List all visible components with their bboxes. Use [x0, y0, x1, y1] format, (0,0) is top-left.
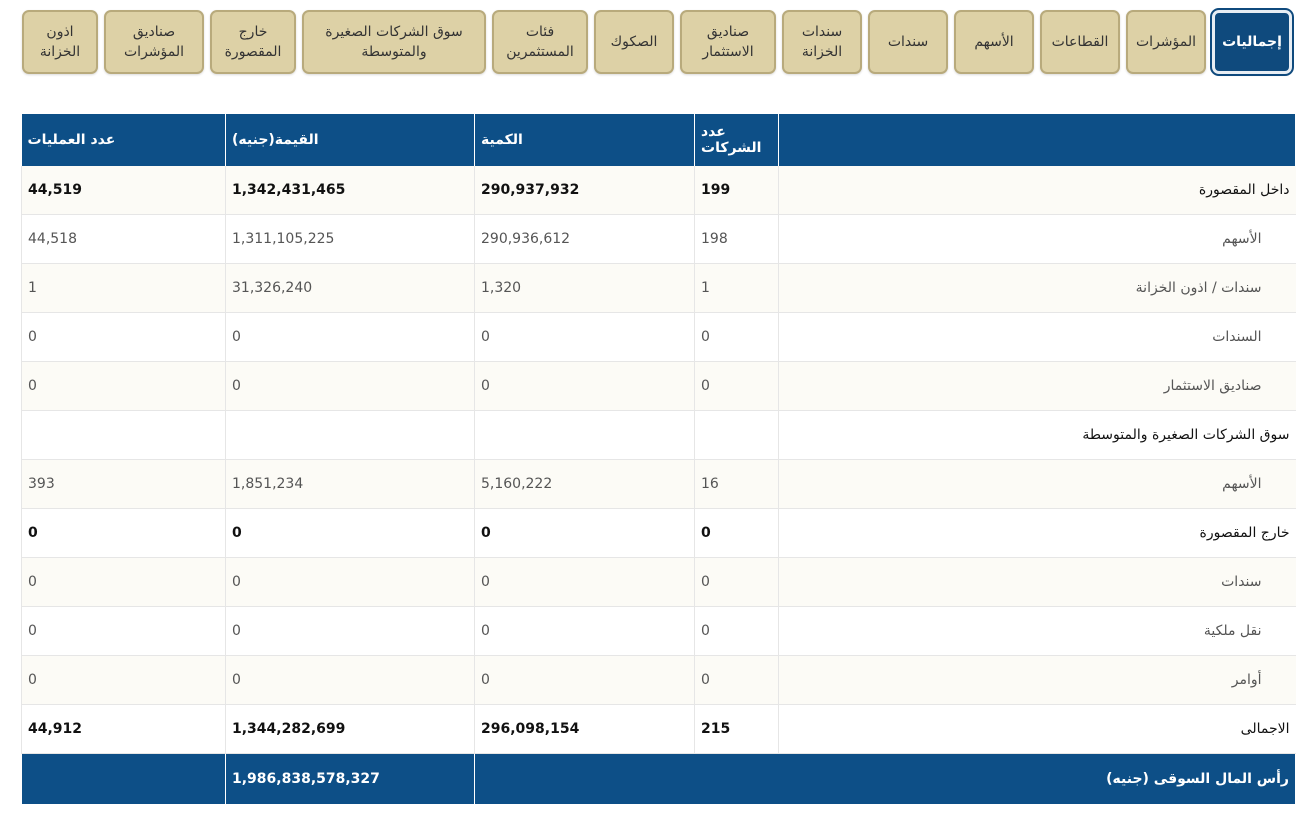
- table-row: الأسهم 198 290,936,612 1,311,105,225 44,…: [21, 214, 1296, 264]
- market-cap-empty: [21, 753, 226, 804]
- table-row: سندات 0 0 0 0: [21, 557, 1296, 607]
- row-name: الاجمالى: [778, 704, 1296, 754]
- row-companies: 16: [694, 459, 779, 509]
- row-trades: 0: [21, 606, 226, 656]
- row-value: 0: [225, 361, 475, 411]
- header-companies: عدد الشركات: [694, 114, 779, 166]
- row-trades: [21, 410, 226, 460]
- tab-sme-market[interactable]: سوق الشركات الصغيرة والمتوسطة: [302, 10, 486, 74]
- row-name: نقل ملكية: [778, 606, 1296, 656]
- table-row: داخل المقصورة 199 290,937,932 1,342,431,…: [21, 166, 1296, 215]
- row-trades: 393: [21, 459, 226, 509]
- row-companies: 198: [694, 214, 779, 264]
- row-value: 1,311,105,225: [225, 214, 475, 264]
- row-value: 31,326,240: [225, 263, 475, 313]
- tab-sukuk[interactable]: الصكوك: [594, 10, 674, 74]
- row-trades: 0: [21, 312, 226, 362]
- table-row: أوامر 0 0 0 0: [21, 655, 1296, 705]
- row-companies: [694, 410, 779, 460]
- tab-treasury-bonds[interactable]: سندات الخزانة: [782, 10, 862, 74]
- tab-stocks[interactable]: الأسهم: [954, 10, 1034, 74]
- totals-table: عدد الشركات الكمية القيمة(جنيه) عدد العم…: [21, 114, 1296, 804]
- row-name: أوامر: [778, 655, 1296, 705]
- row-companies: 1: [694, 263, 779, 313]
- row-trades: 0: [21, 557, 226, 607]
- row-value: 1,851,234: [225, 459, 475, 509]
- row-companies: 0: [694, 606, 779, 656]
- tab-bonds[interactable]: سندات: [868, 10, 948, 74]
- market-cap-label: رأس المال السوقى (جنيه): [474, 753, 1296, 804]
- row-trades: 0: [21, 361, 226, 411]
- row-quantity: 296,098,154: [474, 704, 695, 754]
- header-category: [778, 114, 1296, 166]
- tab-investment-funds[interactable]: صناديق الاستثمار: [680, 10, 776, 74]
- tab-indices[interactable]: المؤشرات: [1126, 10, 1206, 74]
- row-value: 1,344,282,699: [225, 704, 475, 754]
- row-name: الأسهم: [778, 459, 1296, 509]
- row-name: خارج المقصورة: [778, 508, 1296, 558]
- row-quantity: 290,936,612: [474, 214, 695, 264]
- table-header-row: عدد الشركات الكمية القيمة(جنيه) عدد العم…: [21, 114, 1296, 166]
- row-companies: 0: [694, 557, 779, 607]
- row-value: 0: [225, 557, 475, 607]
- row-name: السندات: [778, 312, 1296, 362]
- tab-investor-categories[interactable]: فئات المستثمرين: [492, 10, 588, 74]
- tab-otc[interactable]: خارج المقصورة: [210, 10, 296, 74]
- row-trades: 44,912: [21, 704, 226, 754]
- header-trades: عدد العمليات: [21, 114, 226, 166]
- row-trades: 0: [21, 508, 226, 558]
- row-quantity: 0: [474, 361, 695, 411]
- row-name: الأسهم: [778, 214, 1296, 264]
- tab-sectors[interactable]: القطاعات: [1040, 10, 1120, 74]
- row-value: 1,342,431,465: [225, 166, 475, 215]
- tab-index-funds[interactable]: صناديق المؤشرات: [104, 10, 204, 74]
- table-row: صناديق الاستثمار 0 0 0 0: [21, 361, 1296, 411]
- row-value: 0: [225, 508, 475, 558]
- row-companies: 0: [694, 508, 779, 558]
- table-row: خارج المقصورة 0 0 0 0: [21, 508, 1296, 558]
- row-value: [225, 410, 475, 460]
- row-quantity: 0: [474, 606, 695, 656]
- row-quantity: 1,320: [474, 263, 695, 313]
- row-name: سندات / اذون الخزانة: [778, 263, 1296, 313]
- row-quantity: 290,937,932: [474, 166, 695, 215]
- market-cap-value: 1,986,838,578,327: [225, 753, 475, 804]
- tab-totals[interactable]: إجماليات: [1210, 8, 1294, 76]
- table-row: السندات 0 0 0 0: [21, 312, 1296, 362]
- header-value: القيمة(جنيه): [225, 114, 475, 166]
- market-cap-row: رأس المال السوقى (جنيه) 1,986,838,578,32…: [21, 753, 1296, 804]
- row-quantity: 0: [474, 655, 695, 705]
- row-value: 0: [225, 312, 475, 362]
- row-name: سندات: [778, 557, 1296, 607]
- row-quantity: 0: [474, 312, 695, 362]
- row-companies: 215: [694, 704, 779, 754]
- table-row: نقل ملكية 0 0 0 0: [21, 606, 1296, 656]
- row-companies: 0: [694, 655, 779, 705]
- row-trades: 0: [21, 655, 226, 705]
- row-quantity: 0: [474, 508, 695, 558]
- row-trades: 1: [21, 263, 226, 313]
- table-row: الأسهم 16 5,160,222 1,851,234 393: [21, 459, 1296, 509]
- row-trades: 44,518: [21, 214, 226, 264]
- table-row: سوق الشركات الصغيرة والمتوسطة: [21, 410, 1296, 460]
- row-quantity: [474, 410, 695, 460]
- table-row: سندات / اذون الخزانة 1 1,320 31,326,240 …: [21, 263, 1296, 313]
- row-name: صناديق الاستثمار: [778, 361, 1296, 411]
- row-value: 0: [225, 655, 475, 705]
- row-quantity: 0: [474, 557, 695, 607]
- row-value: 0: [225, 606, 475, 656]
- row-quantity: 5,160,222: [474, 459, 695, 509]
- row-name: داخل المقصورة: [778, 166, 1296, 215]
- row-companies: 0: [694, 312, 779, 362]
- row-trades: 44,519: [21, 166, 226, 215]
- table-row-total: الاجمالى 215 296,098,154 1,344,282,699 4…: [21, 704, 1296, 754]
- row-companies: 0: [694, 361, 779, 411]
- tab-bar: إجماليات المؤشرات القطاعات الأسهم سندات …: [22, 8, 1294, 76]
- row-name: سوق الشركات الصغيرة والمتوسطة: [778, 410, 1296, 460]
- header-quantity: الكمية: [474, 114, 695, 166]
- row-companies: 199: [694, 166, 779, 215]
- tab-treasury-bills[interactable]: اذون الخزانة: [22, 10, 98, 74]
